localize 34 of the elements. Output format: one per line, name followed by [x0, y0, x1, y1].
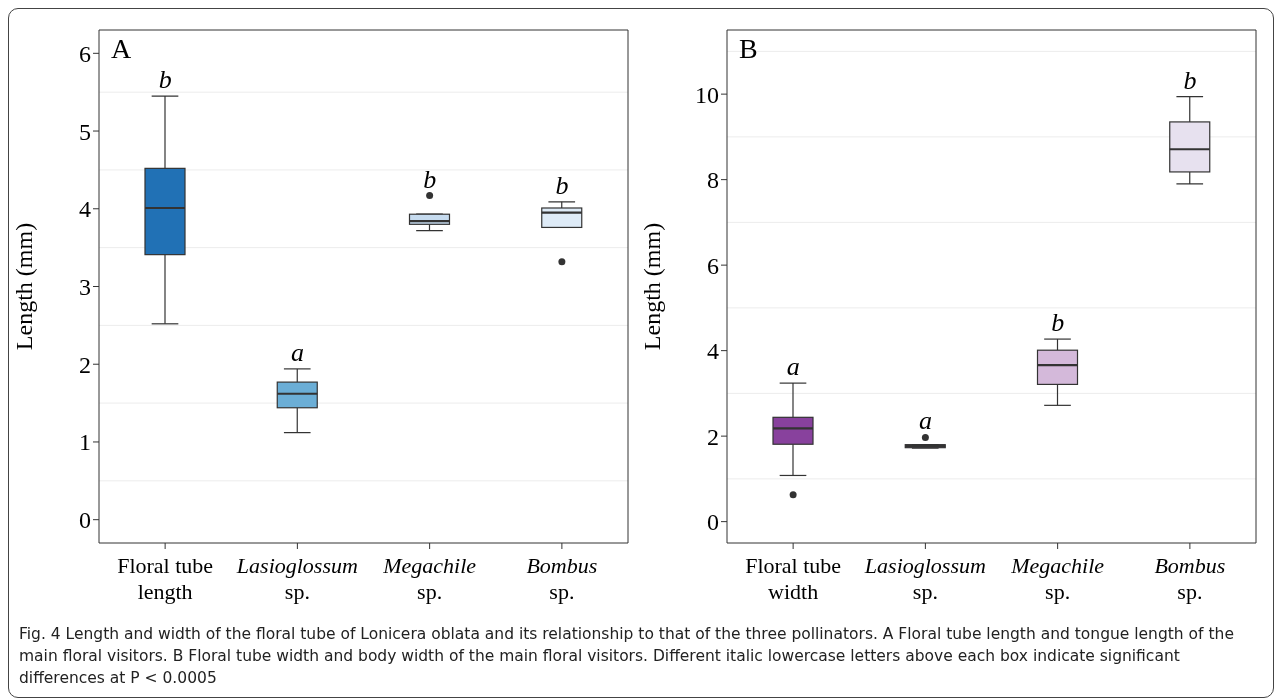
annotation: a	[918, 406, 932, 436]
y-tick-label: 0	[707, 509, 719, 536]
annotation: a	[290, 337, 304, 367]
annotation: b	[158, 65, 172, 95]
y-tick-label: 2	[79, 351, 91, 378]
x-tick-label: Lasioglossum sp.	[863, 553, 986, 604]
caption: Fig. 4 Length and width of the floral tube of Lonicera oblata and its relationship to that of the three pollinators. A Floral tube length and tongue length of the main floral visitors. B Floral tube width and body width of the main floral visitors. Different italic lowercase letters above each box indicate significant differences at P < 0.0005	[18, 624, 1235, 689]
y-tick-label: 1	[79, 429, 91, 456]
y-tick-label: 4	[79, 196, 91, 223]
y-tick-label: 10	[695, 81, 719, 108]
x-tick-label: Bombus sp.	[1154, 553, 1226, 604]
annotation: b	[555, 170, 569, 200]
x-tick-label: Lasioglossum sp.	[235, 553, 358, 604]
annotation: B	[739, 33, 758, 65]
annotation: b	[423, 164, 437, 194]
y-tick-label: 3	[79, 274, 91, 301]
y-tick-label: 8	[707, 167, 719, 194]
annotation: b	[1183, 65, 1197, 95]
x-tick-label: Floral tube length	[117, 553, 214, 604]
y-tick-label: 5	[79, 118, 91, 145]
y-tick-label: 6	[79, 40, 91, 67]
x-tick-label: Bombus sp.	[526, 553, 598, 604]
x-tick-label: Megachile sp.	[382, 553, 477, 604]
x-tick-label: Megachile sp.	[1010, 553, 1105, 604]
x-tick-label: Floral tube width	[745, 553, 842, 604]
annotation: b	[1051, 308, 1065, 338]
y-axis-title: Length (mm)	[638, 222, 665, 351]
annotation: a	[786, 352, 800, 382]
y-tick-label: 2	[707, 423, 719, 450]
y-tick-label: 6	[707, 252, 719, 279]
annotation: A	[111, 33, 132, 65]
y-axis-title: Length (mm)	[10, 222, 37, 351]
y-tick-label: 0	[79, 507, 91, 534]
y-tick-label: 4	[707, 338, 719, 365]
